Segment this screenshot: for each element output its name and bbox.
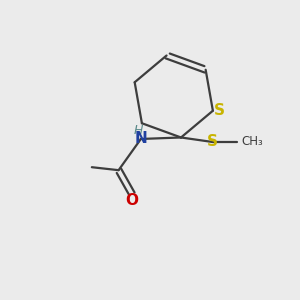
Text: N: N xyxy=(134,131,147,146)
Text: CH₃: CH₃ xyxy=(241,135,263,148)
Text: S: S xyxy=(207,134,218,149)
Text: S: S xyxy=(214,103,225,118)
Text: O: O xyxy=(125,193,139,208)
Text: H: H xyxy=(134,124,143,137)
